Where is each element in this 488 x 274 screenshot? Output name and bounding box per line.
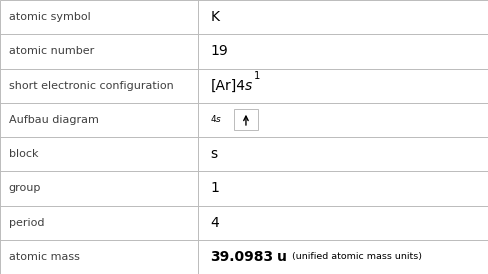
Text: 39.0983: 39.0983 [210, 250, 273, 264]
Text: [Ar]4: [Ar]4 [210, 79, 245, 93]
Bar [233, 109, 258, 130]
Text: group: group [9, 183, 41, 193]
Text: s: s [210, 147, 217, 161]
Text: atomic symbol: atomic symbol [9, 12, 90, 22]
Text: s: s [216, 115, 220, 124]
Text: block: block [9, 149, 38, 159]
Text: atomic mass: atomic mass [9, 252, 80, 262]
Text: s: s [245, 79, 252, 93]
Text: 4: 4 [210, 115, 216, 124]
Text: Aufbau diagram: Aufbau diagram [9, 115, 99, 125]
Text: u: u [277, 250, 286, 264]
Text: 1: 1 [253, 71, 259, 81]
Text: 19: 19 [210, 44, 227, 58]
Text: 4: 4 [210, 216, 219, 230]
Text: short electronic configuration: short electronic configuration [9, 81, 173, 91]
Text: 1: 1 [210, 181, 219, 195]
Text: K: K [210, 10, 219, 24]
Text: period: period [9, 218, 44, 228]
Text: (unified atomic mass units): (unified atomic mass units) [291, 252, 421, 261]
Text: atomic number: atomic number [9, 46, 94, 56]
